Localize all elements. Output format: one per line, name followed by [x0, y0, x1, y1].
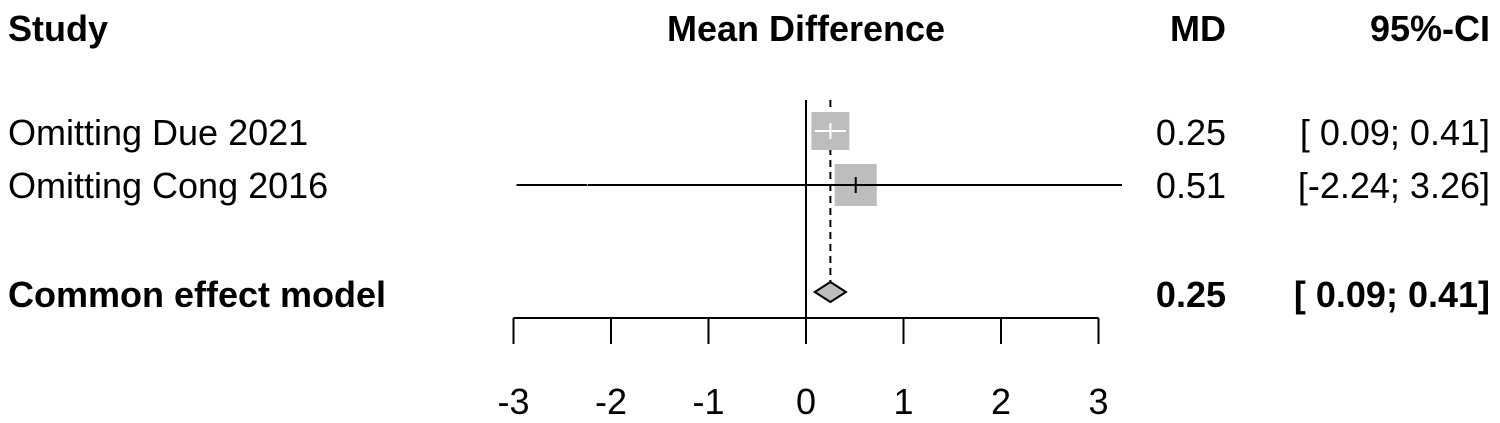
x-axis-tick-label: 2: [991, 381, 1011, 422]
x-axis-tick-label: 1: [893, 381, 913, 422]
header-md: MD: [1170, 8, 1226, 49]
x-axis-tick-label: -2: [595, 381, 627, 422]
study-label: Omitting Due 2021: [8, 112, 308, 153]
x-axis-tick-label: 3: [1088, 381, 1108, 422]
header-study: Study: [8, 8, 108, 49]
pooled-label: Common effect model: [8, 274, 386, 315]
x-axis-tick-label: -3: [497, 381, 529, 422]
study-label: Omitting Cong 2016: [8, 165, 328, 206]
header-ci: 95%-CI: [1370, 8, 1490, 49]
plot-marks: -3 -2 -1 0 1 2 3: [497, 100, 1122, 422]
study-ci-value: [-2.24; 3.26]: [1298, 165, 1490, 206]
pooled-md-value: 0.25: [1156, 274, 1226, 315]
study-ci-value: [ 0.09; 0.41]: [1300, 112, 1490, 153]
study-md-value: 0.51: [1156, 165, 1226, 206]
pooled-diamond: [812, 280, 848, 304]
x-axis-tick-label: -1: [692, 381, 724, 422]
header-mean-difference: Mean Difference: [667, 8, 945, 49]
pooled-ci-value: [ 0.09; 0.41]: [1294, 274, 1490, 315]
x-axis-tick-label: 0: [796, 381, 816, 422]
study-md-value: 0.25: [1156, 112, 1226, 153]
